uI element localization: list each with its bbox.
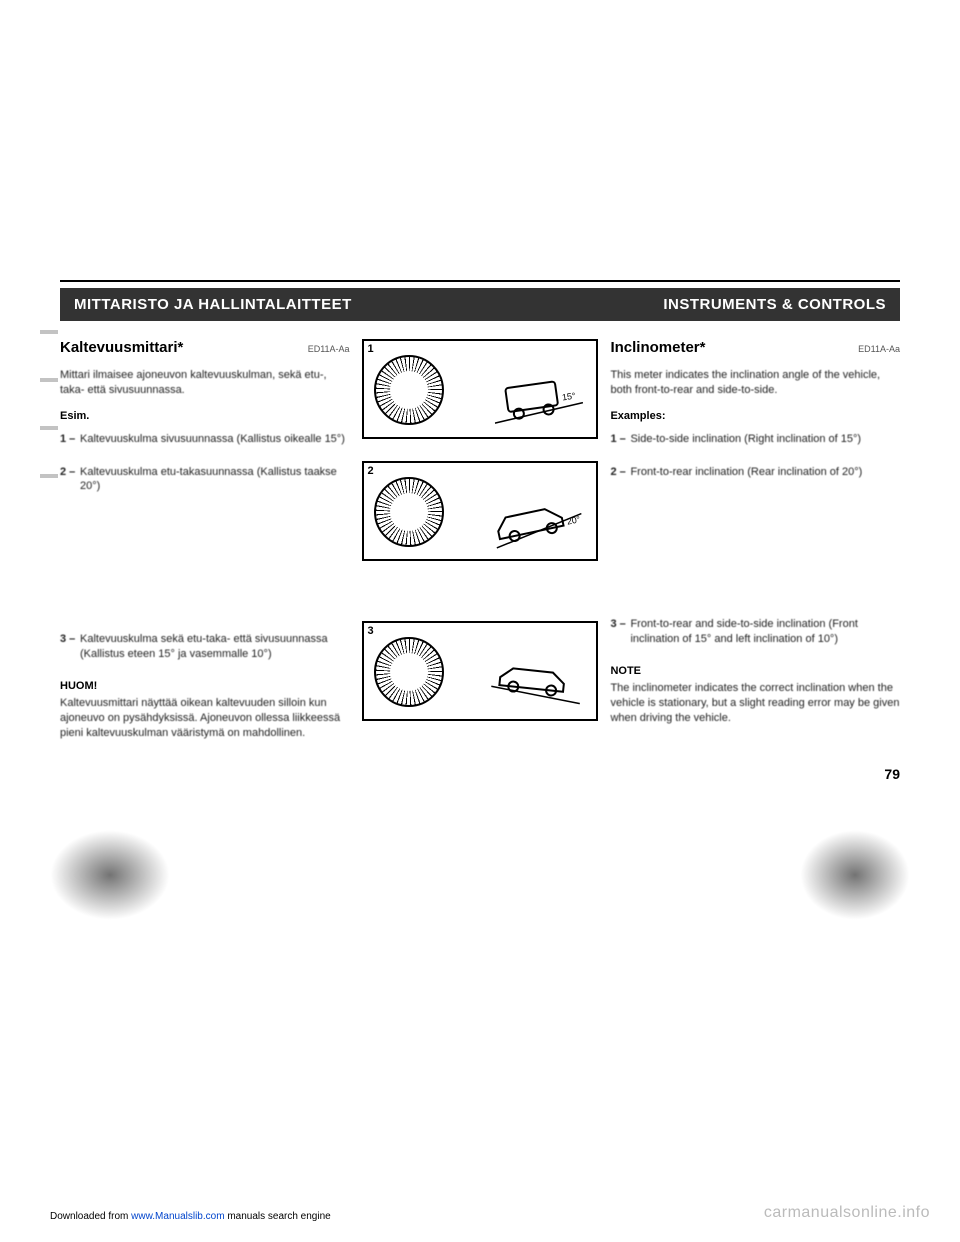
column-finnish: Kaltevuusmittari* ED11A-Aa Mittari ilmai… <box>60 339 350 752</box>
header-right: INSTRUMENTS & CONTROLS <box>663 296 886 313</box>
title-text-left: Kaltevuusmittari* <box>60 339 183 356</box>
example-item: 2 – Front-to-rear inclination (Rear incl… <box>610 465 900 480</box>
diagram-tag: 3 <box>368 625 374 637</box>
example-item: 3 – Kaltevuuskulma sekä etu-taka- että s… <box>60 632 350 662</box>
item-number: 2 – <box>60 465 75 480</box>
diagram-2: 2 20° <box>362 461 599 561</box>
diagram-1: 1 15° <box>362 339 599 439</box>
top-rule <box>60 280 900 282</box>
footer-attribution: Downloaded from www.Manualslib.com manua… <box>50 1211 331 1222</box>
example-item: 1 – Kaltevuuskulma sivusuunnassa (Kallis… <box>60 432 350 447</box>
punch-mark <box>40 474 58 478</box>
diagram-tag: 1 <box>368 343 374 355</box>
diagram-3: 3 <box>362 621 599 721</box>
item-number: 1 – <box>60 432 75 447</box>
watermark: carmanualsonline.info <box>764 1204 930 1222</box>
scan-artifact <box>800 830 910 920</box>
note-body-right: The inclinometer indicates the correct i… <box>610 681 900 726</box>
section-title-right: Inclinometer* ED11A-Aa <box>610 339 900 356</box>
footer-link[interactable]: www.Manualslib.com <box>131 1211 224 1222</box>
page-number: 79 <box>884 766 900 782</box>
item-text: Front-to-rear and side-to-side inclinati… <box>630 618 857 645</box>
item-number: 3 – <box>610 617 625 632</box>
item-number: 1 – <box>610 432 625 447</box>
footer-suffix: manuals search engine <box>227 1211 330 1222</box>
column-english: Inclinometer* ED11A-Aa This meter indica… <box>610 339 900 752</box>
vehicle-side-icon: 20° <box>489 492 585 550</box>
angle-label: 15° <box>562 391 577 403</box>
example-item: 3 – Front-to-rear and side-to-side incli… <box>610 617 900 647</box>
vehicle-rear-icon: 15° <box>490 373 585 425</box>
gauge-icon <box>374 355 444 425</box>
item-text: Side-to-side inclination (Right inclinat… <box>630 433 861 445</box>
doc-code-right: ED11A-Aa <box>858 344 900 354</box>
item-number: 2 – <box>610 465 625 480</box>
diagram-tag: 2 <box>368 465 374 477</box>
content-columns: Kaltevuusmittari* ED11A-Aa Mittari ilmai… <box>60 321 900 752</box>
angle-label: 20° <box>566 514 582 527</box>
scan-artifact <box>50 830 170 920</box>
item-text: Kaltevuuskulma sivusuunnassa (Kallistus … <box>80 433 345 445</box>
punch-mark <box>40 330 58 334</box>
note-body-left: Kaltevuusmittari näyttää oikean kaltevuu… <box>60 696 350 741</box>
doc-code-left: ED11A-Aa <box>308 344 350 354</box>
note-head-left: HUOM! <box>60 680 350 692</box>
example-item: 2 – Kaltevuuskulma etu-takasuunnassa (Ka… <box>60 465 350 495</box>
example-item: 1 – Side-to-side inclination (Right incl… <box>610 432 900 447</box>
header-left: MITTARISTO JA HALLINTALAITTEET <box>74 296 352 313</box>
gauge-icon <box>374 477 444 547</box>
punch-mark <box>40 426 58 430</box>
footer-prefix: Downloaded from <box>50 1211 131 1222</box>
item-text: Kaltevuuskulma etu-takasuunnassa (Kallis… <box>80 466 337 493</box>
item-number: 3 – <box>60 632 75 647</box>
binder-punch-marks <box>40 330 58 522</box>
examples-head-left: Esim. <box>60 410 350 422</box>
vehicle-tilted-icon <box>491 656 585 705</box>
gauge-icon <box>374 637 444 707</box>
item-text: Kaltevuuskulma sekä etu-taka- että sivus… <box>80 633 328 660</box>
note-head-right: NOTE <box>610 665 900 677</box>
column-diagrams: 1 15° 2 20° <box>362 339 599 752</box>
section-title-left: Kaltevuusmittari* ED11A-Aa <box>60 339 350 356</box>
examples-head-right: Examples: <box>610 410 900 422</box>
item-text: Front-to-rear inclination (Rear inclinat… <box>630 466 862 478</box>
title-text-right: Inclinometer* <box>610 339 705 356</box>
intro-right: This meter indicates the inclination ang… <box>610 368 900 398</box>
page-content: MITTARISTO JA HALLINTALAITTEET INSTRUMEN… <box>60 280 900 752</box>
intro-left: Mittari ilmaisee ajoneuvon kaltevuuskulm… <box>60 368 350 398</box>
punch-mark <box>40 378 58 382</box>
section-header-band: MITTARISTO JA HALLINTALAITTEET INSTRUMEN… <box>60 288 900 321</box>
